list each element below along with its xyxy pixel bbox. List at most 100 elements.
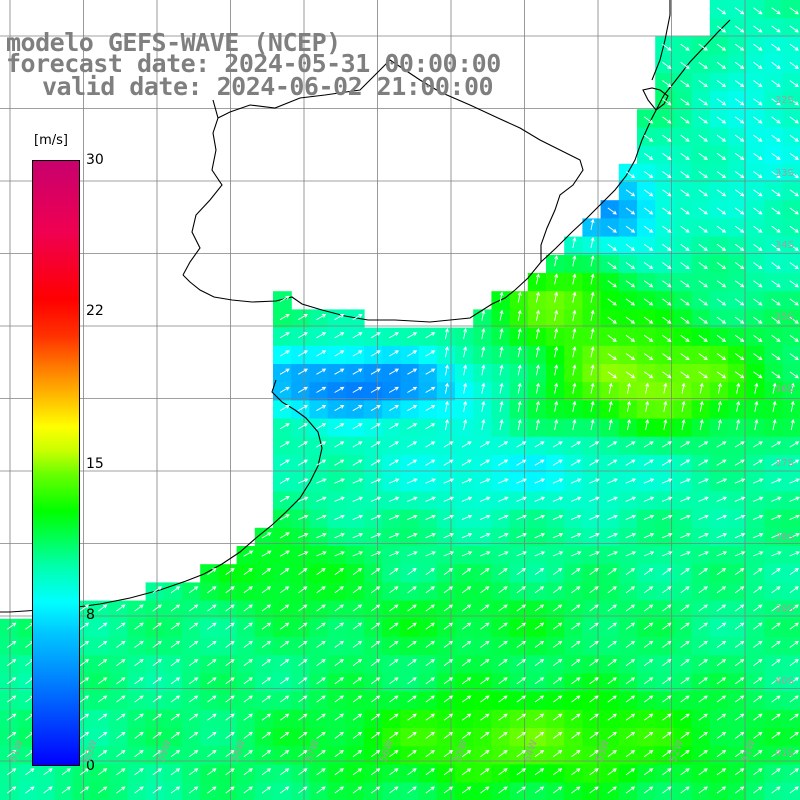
wind-arrow <box>370 478 382 484</box>
wind-arrow <box>444 364 449 376</box>
wind-arrow <box>680 496 691 502</box>
wind-arrow <box>207 731 217 739</box>
wind-arrow <box>753 768 763 776</box>
wind-arrow <box>443 659 454 667</box>
wind-arrow <box>316 586 326 594</box>
wind-arrow <box>789 152 799 160</box>
wind-arrow <box>662 786 672 794</box>
wind-arrow <box>734 262 745 270</box>
wind-arrow <box>771 189 781 197</box>
wind-arrow <box>79 622 90 630</box>
wind-arrow <box>753 695 763 703</box>
wind-arrow <box>463 327 468 340</box>
wind-arrow <box>407 750 417 758</box>
wind-arrow <box>625 713 636 721</box>
wind-arrow <box>316 713 326 721</box>
wind-arrow <box>554 273 559 285</box>
wind-arrow <box>716 98 727 106</box>
wind-arrow <box>607 316 617 324</box>
wind-arrow <box>407 423 418 430</box>
wind-arrow <box>716 640 727 648</box>
wind-arrow <box>698 371 708 379</box>
wind-arrow <box>535 327 540 340</box>
wind-arrow <box>716 659 727 667</box>
wind-arrow <box>480 695 490 703</box>
wind-arrow <box>680 134 690 142</box>
wind-arrow <box>662 731 672 739</box>
wind-arrow <box>589 750 599 758</box>
wind-arrow <box>170 786 181 794</box>
wind-arrow <box>643 207 654 215</box>
wind-arrow <box>517 291 522 303</box>
wind-arrow <box>571 750 581 758</box>
wind-arrow <box>643 551 655 557</box>
wind-arrow <box>699 418 704 431</box>
wind-arrow <box>297 423 309 430</box>
wind-arrow <box>516 640 526 648</box>
wind-arrow <box>279 532 290 539</box>
wind-arrow <box>607 768 617 776</box>
wind-arrow <box>407 478 418 484</box>
wind-arrow <box>662 750 672 758</box>
wind-arrow <box>407 533 418 539</box>
wind-arrow <box>716 533 728 539</box>
wind-arrow <box>552 604 563 612</box>
wind-arrow <box>352 350 363 357</box>
forecast-date: forecast date: 2024-05-31 00:00:00 <box>6 49 501 78</box>
wind-arrow <box>334 350 345 357</box>
wind-arrow <box>680 43 690 51</box>
wind-arrow <box>316 496 327 502</box>
wind-arrow <box>789 225 799 233</box>
wind-arrow <box>698 189 708 197</box>
wind-arrow <box>499 418 504 431</box>
wind-arrow <box>279 568 290 576</box>
wind-arrow <box>443 713 454 721</box>
wind-arrow <box>716 189 727 197</box>
wind-arrow <box>535 346 540 358</box>
wind-arrow <box>625 371 636 379</box>
wind-arrow <box>517 327 522 340</box>
wind-arrow <box>552 677 563 685</box>
wind-arrow <box>207 586 217 594</box>
wind-arrow <box>316 478 327 484</box>
wind-cell <box>782 291 800 310</box>
wind-arrow <box>261 750 272 758</box>
wind-arrow <box>554 418 559 431</box>
wind-arrow <box>753 43 763 51</box>
wind-arrow <box>207 750 217 758</box>
wind-arrow <box>771 207 781 215</box>
wind-arrow <box>279 786 290 794</box>
wind-arrow <box>352 423 363 430</box>
wind-arrow <box>554 364 559 376</box>
wind-arrow <box>625 568 636 576</box>
wind-arrow <box>334 586 344 594</box>
wind-arrow <box>662 695 672 703</box>
wind-arrow <box>607 353 617 361</box>
wind-arrow <box>570 533 582 539</box>
wind-arrow <box>554 382 559 394</box>
wind-arrow <box>734 298 745 306</box>
wind-arrow <box>534 514 546 521</box>
wind-arrow <box>461 604 472 612</box>
colorbar-tick-30: 30 <box>86 152 104 168</box>
wind-arrow <box>6 659 17 667</box>
wind-arrow <box>225 713 235 721</box>
wind-arrow <box>572 309 577 321</box>
wind-arrow <box>698 459 709 466</box>
wind-arrow <box>443 586 454 594</box>
wind-cell <box>782 54 800 74</box>
wind-arrow <box>771 61 781 69</box>
wind-arrow <box>734 514 746 521</box>
wind-arrow <box>698 786 708 794</box>
wind-arrow <box>298 604 308 612</box>
wind-arrow <box>461 551 473 557</box>
wind-arrow <box>261 604 272 612</box>
wind-arrow <box>425 622 435 630</box>
wind-arrow <box>552 750 563 758</box>
wind-arrow <box>389 622 399 630</box>
wind-arrow <box>480 731 490 739</box>
wind-arrow <box>334 405 345 412</box>
wind-arrow <box>116 604 126 612</box>
wind-arrow <box>716 441 727 448</box>
